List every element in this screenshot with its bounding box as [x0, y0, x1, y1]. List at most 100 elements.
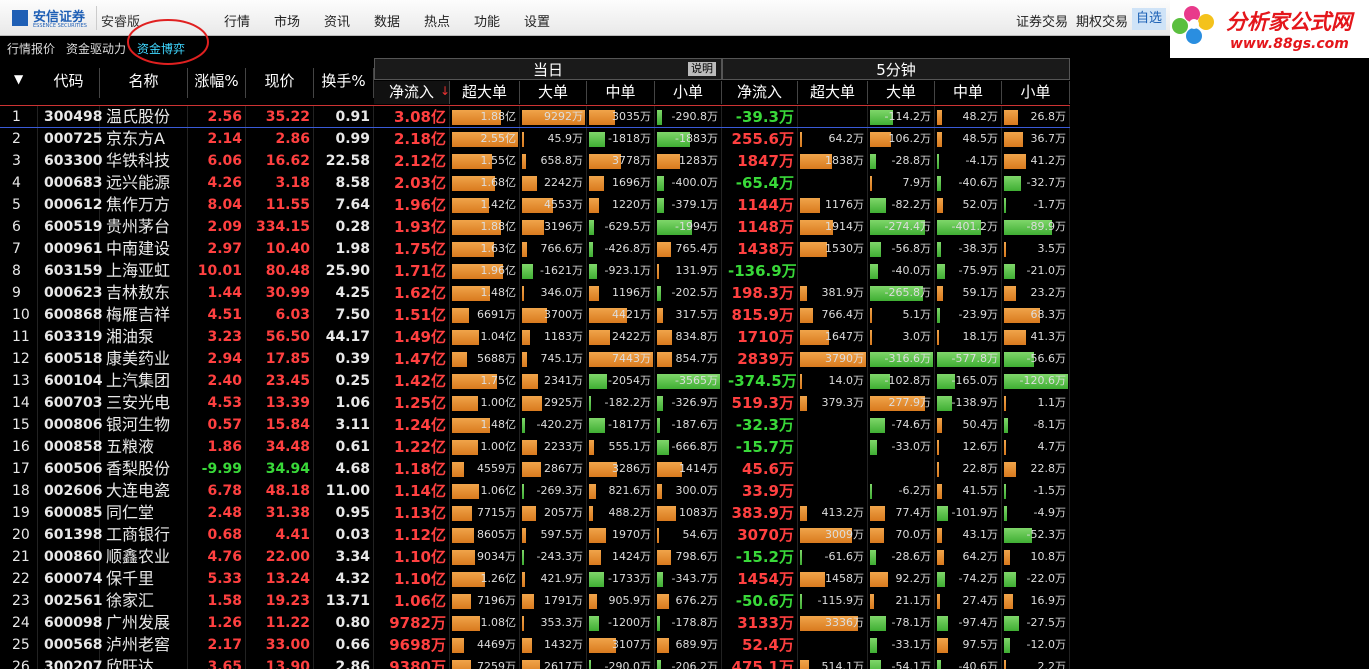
cell: -28.8万: [868, 150, 935, 172]
flow-bar: [589, 484, 597, 499]
cell: -629.5万: [587, 216, 655, 238]
stock-name[interactable]: 湘油泵: [106, 327, 155, 346]
tab[interactable]: 行情报价: [7, 42, 56, 56]
column-header[interactable]: 换手%: [314, 68, 374, 98]
column-header[interactable]: 现价: [246, 68, 314, 98]
menu-item[interactable]: 行情: [224, 15, 251, 30]
column-header[interactable]: 名称: [100, 68, 188, 98]
cell-text: -401.2万: [951, 220, 998, 233]
stock-name[interactable]: 贵州茅台: [106, 217, 171, 236]
flow-bar: [937, 242, 942, 257]
stock-name[interactable]: 顺鑫农业: [106, 547, 171, 566]
column-header[interactable]: 净流入: [374, 81, 450, 104]
menu-item[interactable]: 资讯: [324, 15, 351, 30]
stock-name[interactable]: 远兴能源: [106, 173, 171, 192]
tab[interactable]: 资金驱动力: [66, 42, 127, 56]
flow-bar: [522, 176, 538, 191]
cell: 7.64: [314, 194, 374, 216]
stock-name[interactable]: 同仁堂: [106, 503, 155, 522]
column-header[interactable]: 涨幅%: [188, 68, 246, 98]
cell-text: -1621万: [540, 264, 583, 277]
stock-name[interactable]: 康美药业: [106, 349, 171, 368]
stock-name[interactable]: 工商银行: [106, 525, 171, 544]
stock-name[interactable]: 上海亚虹: [106, 261, 171, 280]
flow-bar: [937, 506, 949, 521]
stock-name[interactable]: 京东方A: [106, 129, 165, 148]
cell-text: 334.15: [255, 219, 310, 235]
stock-name[interactable]: 大连电瓷: [106, 481, 171, 500]
menu-item[interactable]: 市场: [274, 15, 301, 30]
flow-bar: [1004, 132, 1024, 147]
flow-bar: [1004, 506, 1007, 521]
stock-name[interactable]: 梅雁吉祥: [106, 305, 171, 324]
cell: 五粮液: [100, 436, 188, 458]
cell: 7443万: [587, 348, 655, 370]
stock-name[interactable]: 泸州老窖: [106, 635, 171, 654]
cell-text: 19.23: [265, 593, 310, 609]
cell: 7.50: [314, 304, 374, 326]
column-header[interactable]: 大单: [868, 81, 935, 104]
cell: 3: [0, 150, 38, 172]
cell: 488.2万: [587, 502, 655, 524]
column-header[interactable]: 净流入: [722, 81, 798, 104]
cell-text: 3.65: [207, 659, 242, 669]
column-header[interactable]: 超大单: [798, 81, 868, 104]
column-header[interactable]: 大单: [520, 81, 587, 104]
flow-bar: [937, 396, 953, 411]
stock-name[interactable]: 银河生物: [106, 415, 171, 434]
stock-name[interactable]: 三安光电: [106, 393, 171, 412]
cell: [798, 458, 868, 480]
cell: 1791万: [520, 590, 587, 612]
cell: 000683: [38, 172, 102, 194]
column-header[interactable]: 中单: [587, 81, 655, 104]
cell-text: -28.6万: [891, 550, 931, 563]
stock-name[interactable]: 欣旺达: [106, 657, 155, 669]
stock-name[interactable]: 温氏股份: [106, 107, 171, 126]
cell: 9034万: [450, 546, 520, 568]
stock-name[interactable]: 华铁科技: [106, 151, 171, 170]
stock-name[interactable]: 吉林敖东: [106, 283, 171, 302]
menu-item[interactable]: 期权交易: [1076, 15, 1129, 30]
column-header[interactable]: 中单: [935, 81, 1002, 104]
stock-name[interactable]: 焦作万方: [106, 195, 171, 214]
cell: 18.1万: [935, 326, 1002, 348]
cell: -102.8万: [868, 370, 935, 392]
cell-text: 1.96亿: [480, 264, 517, 277]
cell: 3.0万: [868, 326, 935, 348]
flow-bar: [452, 572, 485, 587]
column-header[interactable]: 代码: [38, 68, 100, 98]
column-header[interactable]: 小单: [1002, 81, 1070, 104]
menu-item[interactable]: 数据: [374, 15, 401, 30]
cell: -40.6万: [935, 656, 1002, 669]
cell-text: 15.84: [265, 417, 310, 433]
tab[interactable]: 资金博弈: [137, 42, 186, 56]
stock-name[interactable]: 保千里: [106, 569, 155, 588]
flow-bar: [870, 660, 881, 669]
cell: 泸州老窖: [100, 634, 188, 656]
column-header[interactable]: 超大单: [450, 81, 520, 104]
stock-name[interactable]: 五粮液: [106, 437, 155, 456]
cell-text: -97.4万: [958, 616, 998, 629]
help-button[interactable]: 说明: [688, 62, 716, 76]
stock-name[interactable]: 中南建设: [106, 239, 171, 258]
menu-item[interactable]: 自选: [1132, 8, 1167, 30]
cell: 2.12亿: [374, 150, 450, 172]
cell: 33.00: [246, 634, 314, 656]
stock-code: 002561: [44, 593, 103, 609]
column-header[interactable]: 小单: [655, 81, 722, 104]
cell: 广州发展: [100, 612, 188, 634]
stock-name[interactable]: 香梨股份: [106, 459, 171, 478]
stock-name[interactable]: 徐家汇: [106, 591, 155, 610]
cell: 600104: [38, 370, 102, 392]
cell: -136.9万: [722, 260, 798, 282]
menu-item[interactable]: 设置: [524, 15, 551, 30]
cell: 1: [0, 106, 38, 128]
stock-name[interactable]: 广州发展: [106, 613, 171, 632]
menu-item[interactable]: 热点: [424, 15, 451, 30]
stock-name[interactable]: 上汽集团: [106, 371, 171, 390]
flow-table: 当日 说明 5分钟 ▼ 代码 名称 涨幅% 现价 换手% 净流入 超大单 大单 中单 小单 净流入 超大单 大单…: [0, 58, 1369, 669]
menu-item[interactable]: 证券交易: [1016, 15, 1069, 30]
menu-item[interactable]: 功能: [474, 15, 501, 30]
cell: 3336万: [798, 612, 868, 634]
cell: 1710万: [722, 326, 798, 348]
